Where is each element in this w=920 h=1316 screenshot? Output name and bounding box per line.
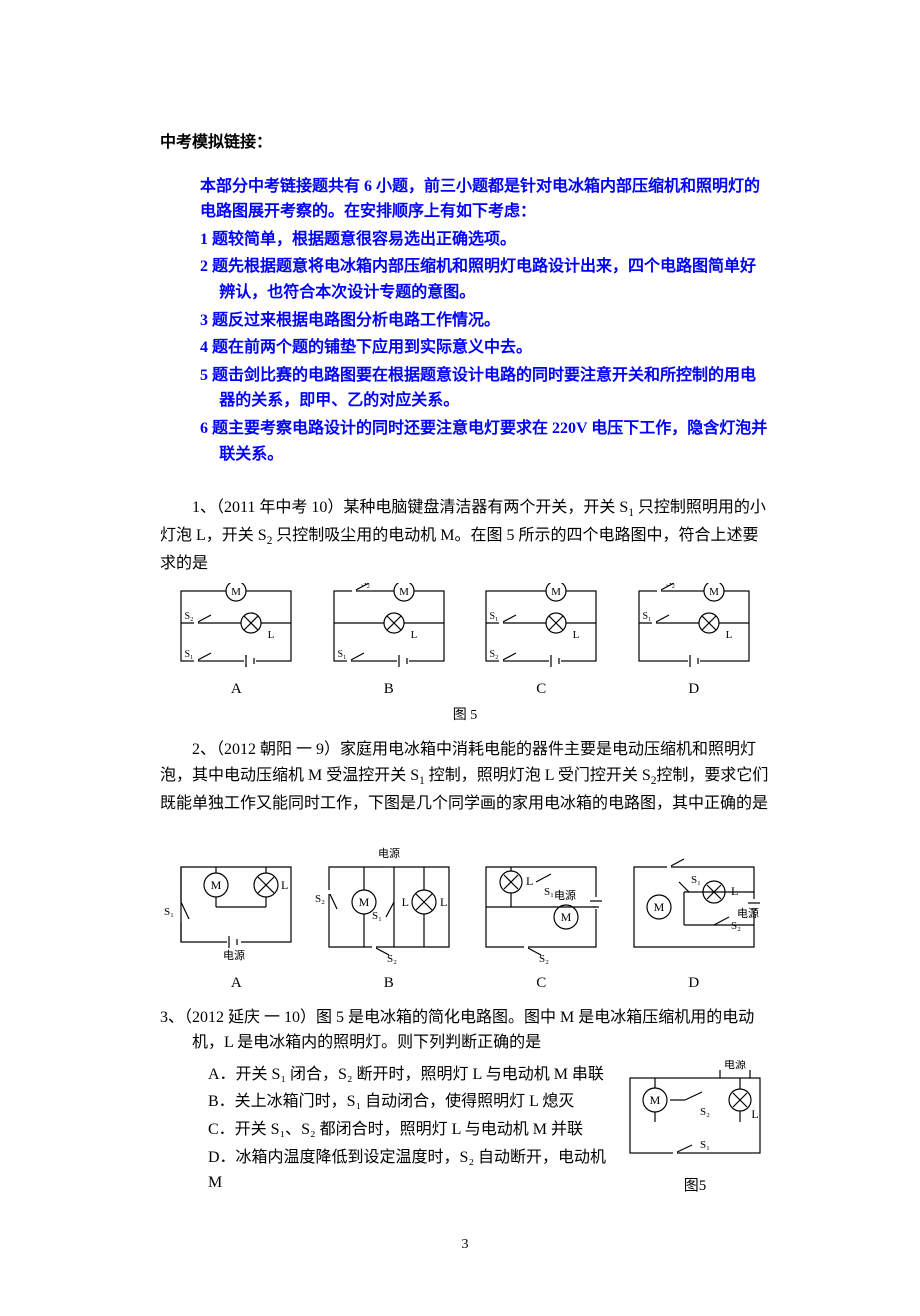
intro-item-4: 4 题在前两个题的铺垫下应用到实际意义中去。 — [200, 335, 770, 361]
q2-label-b: B — [384, 971, 394, 995]
svg-text:L: L — [725, 629, 732, 641]
q3-opt-d: D．冰箱内温度降低到设定温度时，S₂ 自动断开，电动机 M — [208, 1145, 608, 1196]
question-1: 1、（2011 年中考 10）某种电脑键盘清洁器有两个开关，开关 S1 只控制照… — [160, 495, 770, 727]
q1-text: 1、（2011 年中考 10）某种电脑键盘清洁器有两个开关，开关 S1 只控制照… — [160, 495, 770, 577]
svg-text:电源: 电源 — [737, 906, 759, 920]
svg-text:S₂: S₂ — [361, 583, 370, 589]
q2-fig-a: M L S₁ 电源 A — [160, 847, 313, 995]
svg-text:L: L — [731, 884, 738, 898]
q1-label-c: C — [536, 677, 546, 701]
svg-text:L: L — [751, 1107, 758, 1121]
svg-text:M: M — [358, 895, 369, 909]
svg-text:S₂: S₂ — [490, 649, 499, 660]
svg-text:S₂: S₂ — [666, 583, 675, 589]
q2-fig-c: L M S₁ S₂ 电源 C — [465, 847, 618, 995]
q2-t2: 控制，照明灯泡 L 受门控开关 S — [425, 767, 651, 784]
q1-fig-d: M S₂ S₁ L D — [618, 583, 771, 701]
q2-text: 2、（2012 朝阳 一 9）家庭用电冰箱中消耗电能的器件主要是电动压缩机和照明… — [160, 737, 770, 816]
svg-text:电源: 电源 — [724, 1060, 746, 1071]
q1-fig-c: M S₁ S₂ L C — [465, 583, 618, 701]
svg-text:电源: 电源 — [554, 888, 576, 902]
svg-text:L: L — [573, 629, 580, 641]
svg-text:电源: 电源 — [378, 847, 400, 860]
q2-label-a: A — [231, 971, 242, 995]
svg-text:S₁: S₁ — [337, 649, 346, 660]
svg-text:S₂: S₂ — [700, 1106, 710, 1118]
intro-item-1: 1 题较简单，根据题意很容易选出正确选项。 — [200, 227, 770, 253]
svg-text:S₁: S₁ — [490, 611, 499, 622]
q1-label-d: D — [688, 677, 699, 701]
intro-item-6: 6 题主要考察电路设计的同时还要注意电灯要求在 220V 电压下工作，隐含灯泡并… — [200, 416, 770, 467]
page-number: 3 — [160, 1234, 770, 1256]
q1-figure-row: M S₂ S₁ L A — [160, 583, 770, 701]
q3-lead: 3、（2012 延庆 一 10）图 5 是电冰箱的简化电路图。图中 M 是电冰箱… — [160, 1005, 770, 1056]
q1-label-b: B — [384, 677, 394, 701]
q1-label-a: A — [231, 677, 242, 701]
question-2: 2、（2012 朝阳 一 9）家庭用电冰箱中消耗电能的器件主要是电动压缩机和照明… — [160, 737, 770, 994]
svg-text:S₂: S₂ — [387, 953, 397, 965]
svg-text:M: M — [650, 1093, 661, 1107]
q2-label-c: C — [536, 971, 546, 995]
svg-text:S₁: S₁ — [164, 906, 174, 918]
intro-item-3: 3 题反过来根据电路图分析电路工作情况。 — [200, 308, 770, 334]
intro-item-2: 2 题先根据题意将电冰箱内部压缩机和照明灯电路设计出来，四个电路图简单好辨认，也… — [200, 254, 770, 305]
svg-text:S₁: S₁ — [700, 1139, 710, 1151]
svg-text:S₁: S₁ — [691, 874, 701, 886]
q3-figure: M L S₂ S₁ 电源 图5 — [620, 1060, 770, 1198]
svg-text:M: M — [561, 910, 572, 924]
q3-options: A．开关 S₁ 闭合，S₂ 断开时，照明灯 L 与电动机 M 串联 B．关上冰箱… — [160, 1062, 608, 1196]
svg-text:M: M — [653, 900, 664, 914]
svg-text:M: M — [551, 586, 561, 598]
intro-item-5: 5 题击剑比赛的电路图要在根据题意设计电路的同时要注意开关和所控制的用电器的关系… — [200, 363, 770, 414]
svg-text:S₂: S₂ — [315, 893, 325, 905]
svg-text:S₁: S₁ — [185, 649, 194, 660]
q1-fig-a: M S₂ S₁ L A — [160, 583, 313, 701]
svg-text:S₁: S₁ — [372, 910, 382, 922]
svg-text:M: M — [231, 586, 241, 598]
q3-opt-a: A．开关 S₁ 闭合，S₂ 断开时，照明灯 L 与电动机 M 串联 — [208, 1062, 608, 1088]
q1-t1: 1、（2011 年中考 10）某种电脑键盘清洁器有两个开关，开关 S — [192, 499, 628, 516]
svg-text:S₂: S₂ — [185, 611, 194, 622]
svg-text:L: L — [440, 895, 447, 909]
svg-text:L: L — [268, 629, 275, 641]
q1-fig-b: M S₂ S₁ L B — [313, 583, 466, 701]
question-3: 3、（2012 延庆 一 10）图 5 是电冰箱的简化电路图。图中 M 是电冰箱… — [160, 1005, 770, 1198]
q3-opt-c: C．开关 S₁、S₂ 都闭合时，照明灯 L 与电动机 M 并联 — [208, 1117, 608, 1143]
q2-fig-b: M L L S₂ S₁ 电源 S₂ B — [313, 847, 466, 995]
svg-text:电源: 电源 — [223, 948, 245, 962]
q2-figure-row: M L S₁ 电源 A — [160, 847, 770, 995]
q1-figure-caption: 图 5 — [160, 705, 770, 727]
q3-opt-b: B．关上冰箱门时，S₁ 自动闭合，使得照明灯 L 熄灭 — [208, 1089, 608, 1115]
svg-text:M: M — [709, 586, 719, 598]
section-title: 中考模拟链接： — [160, 130, 770, 156]
q2-fig-d: M L S₁ S₂ 电源 D — [618, 847, 771, 995]
svg-text:L: L — [281, 878, 288, 892]
svg-text:M: M — [211, 878, 222, 892]
svg-text:S₁: S₁ — [642, 611, 651, 622]
svg-text:L: L — [410, 629, 417, 641]
svg-text:L: L — [401, 895, 408, 909]
svg-text:S₂: S₂ — [731, 920, 741, 932]
svg-text:S₁: S₁ — [544, 886, 554, 898]
svg-text:L: L — [526, 874, 533, 888]
q3-figure-caption: 图5 — [620, 1174, 770, 1198]
svg-text:S₂: S₂ — [539, 953, 549, 965]
q2-label-d: D — [688, 971, 699, 995]
intro-block: 本部分中考链接题共有 6 小题，前三小题都是针对电冰箱内部压缩机和照明灯的电路图… — [160, 174, 770, 468]
intro-lead: 本部分中考链接题共有 6 小题，前三小题都是针对电冰箱内部压缩机和照明灯的电路图… — [200, 174, 770, 225]
svg-text:M: M — [399, 586, 409, 598]
